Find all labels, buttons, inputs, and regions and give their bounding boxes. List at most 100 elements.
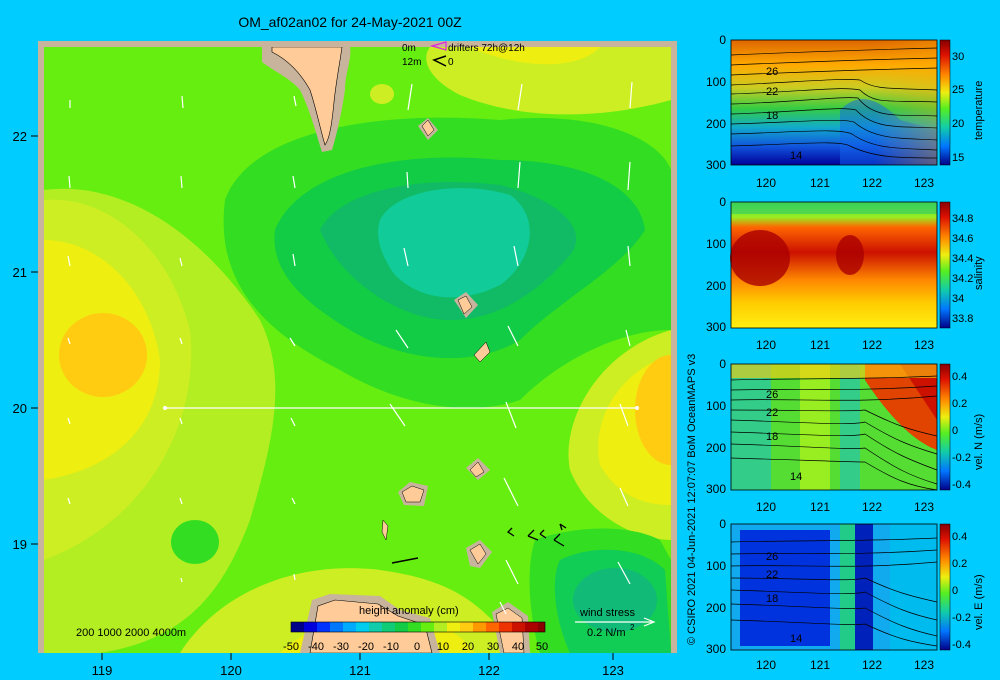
- svg-text:0.4: 0.4: [952, 531, 967, 543]
- svg-text:18: 18: [766, 431, 778, 443]
- svg-text:122: 122: [862, 338, 882, 352]
- map-y-tick-labels: 22 21 20 19: [13, 129, 27, 552]
- depth-legend: 200 1000 2000 4000m: [76, 627, 186, 639]
- drifter-12m-symbol: [432, 55, 447, 67]
- drifter-tracks: [506, 523, 567, 547]
- height-colorbar: [290, 621, 546, 633]
- svg-text:121: 121: [810, 500, 830, 514]
- svg-text:-0.2: -0.2: [952, 612, 971, 624]
- salinity-section: [730, 201, 951, 329]
- svg-text:100: 100: [706, 559, 726, 573]
- drifter-0m-symbol: [429, 41, 447, 51]
- svg-text:-0.2: -0.2: [952, 452, 971, 464]
- svg-text:34.6: 34.6: [952, 233, 973, 245]
- svg-text:26: 26: [766, 389, 778, 401]
- svg-text:121: 121: [810, 658, 830, 670]
- svg-text:300: 300: [706, 320, 726, 334]
- map-axis-ticks: [31, 135, 614, 660]
- svg-text:18: 18: [766, 593, 778, 605]
- svg-text:200: 200: [706, 117, 726, 131]
- svg-text:121: 121: [349, 663, 371, 678]
- svg-text:22: 22: [766, 569, 778, 581]
- svg-text:200: 200: [706, 441, 726, 455]
- svg-text:0: 0: [414, 641, 420, 653]
- section-panels: 26 22 18 14 26: [706, 33, 985, 670]
- svg-text:-20: -20: [358, 641, 374, 653]
- svg-text:119: 119: [92, 663, 113, 678]
- svg-text:0: 0: [719, 33, 726, 47]
- salinity-colorbar: [939, 201, 951, 329]
- wind-scale-label: 0.2 N/m: [587, 627, 626, 639]
- svg-text:121: 121: [810, 176, 830, 190]
- svg-text:22: 22: [766, 86, 778, 98]
- svg-text:100: 100: [706, 399, 726, 413]
- legend-12m: 12m: [402, 57, 421, 68]
- svg-text:300: 300: [706, 158, 726, 172]
- svg-text:18: 18: [766, 110, 778, 122]
- wind-stress-label: wind stress: [579, 607, 636, 619]
- svg-text:14: 14: [790, 633, 802, 645]
- svg-text:0: 0: [952, 585, 958, 597]
- svg-text:122: 122: [862, 176, 882, 190]
- svg-text:10: 10: [437, 641, 449, 653]
- svg-text:-40: -40: [308, 641, 324, 653]
- svg-text:22: 22: [766, 407, 778, 419]
- svg-text:50: 50: [536, 641, 548, 653]
- svg-text:19: 19: [13, 537, 27, 552]
- svg-text:26: 26: [766, 551, 778, 563]
- svg-text:120: 120: [756, 338, 776, 352]
- svg-text:20: 20: [13, 401, 27, 416]
- svg-text:123: 123: [914, 176, 934, 190]
- svg-text:122: 122: [862, 658, 882, 670]
- svg-text:0.4: 0.4: [952, 371, 967, 383]
- svg-text:25: 25: [952, 84, 964, 96]
- svg-text:15: 15: [952, 152, 964, 164]
- svg-text:30: 30: [487, 641, 499, 653]
- colorbar-tick-labels: -50 -40 -30 -20 -10 0 10 20 30 40 50: [283, 641, 548, 653]
- svg-text:200: 200: [706, 279, 726, 293]
- svg-text:120: 120: [220, 663, 242, 678]
- svg-text:-0.4: -0.4: [952, 479, 971, 491]
- legend-zero: 0: [448, 57, 454, 68]
- svg-text:-30: -30: [333, 641, 349, 653]
- velocity-east-section: 26 22 18 14: [730, 523, 951, 651]
- svg-text:122: 122: [862, 500, 882, 514]
- svg-text:vel. N (m/s): vel. N (m/s): [973, 414, 985, 470]
- wind-stress-arrows: [67, 81, 633, 615]
- svg-text:120: 120: [756, 176, 776, 190]
- svg-text:300: 300: [706, 482, 726, 496]
- velocity-north-section: 26 22 18 14: [730, 363, 951, 491]
- svg-text:0.2: 0.2: [952, 398, 967, 410]
- section-x-ticks: 120 121 122 123 120 121 122 123 120 121 122 12…: [756, 176, 934, 670]
- svg-text:100: 100: [706, 75, 726, 89]
- svg-text:21: 21: [13, 265, 27, 280]
- height-anomaly-field: [44, 47, 671, 653]
- svg-text:0.2: 0.2: [952, 558, 967, 570]
- svg-text:14: 14: [790, 150, 802, 162]
- svg-text:salinity: salinity: [973, 256, 985, 290]
- wind-scale-sup: 2: [630, 623, 635, 632]
- svg-text:121: 121: [810, 338, 830, 352]
- legend-drifters: drifters 72h@12h: [448, 43, 525, 54]
- svg-text:0: 0: [719, 517, 726, 531]
- svg-text:30: 30: [952, 51, 964, 63]
- svg-text:120: 120: [756, 658, 776, 670]
- velocity-north-colorbar: [939, 363, 951, 491]
- svg-text:123: 123: [914, 658, 934, 670]
- map-x-tick-labels: 119 120 121 122 123: [92, 663, 624, 678]
- svg-text:0: 0: [719, 357, 726, 371]
- svg-text:0: 0: [719, 195, 726, 209]
- svg-text:-50: -50: [283, 641, 299, 653]
- svg-text:vel. E (m/s): vel. E (m/s): [973, 574, 985, 630]
- svg-text:34.8: 34.8: [952, 213, 973, 225]
- svg-text:300: 300: [706, 642, 726, 656]
- svg-text:-10: -10: [383, 641, 399, 653]
- main-map: 0m drifters 72h@12h 12m 0 200 1000 2000 …: [13, 41, 677, 678]
- svg-text:-0.4: -0.4: [952, 639, 971, 651]
- legend-0m: 0m: [402, 43, 416, 54]
- colorbar-title: height anomaly (cm): [359, 605, 459, 617]
- svg-text:34: 34: [952, 293, 964, 305]
- svg-text:120: 120: [756, 500, 776, 514]
- temperature-section: 26 22 18 14: [730, 39, 951, 166]
- svg-text:20: 20: [462, 641, 474, 653]
